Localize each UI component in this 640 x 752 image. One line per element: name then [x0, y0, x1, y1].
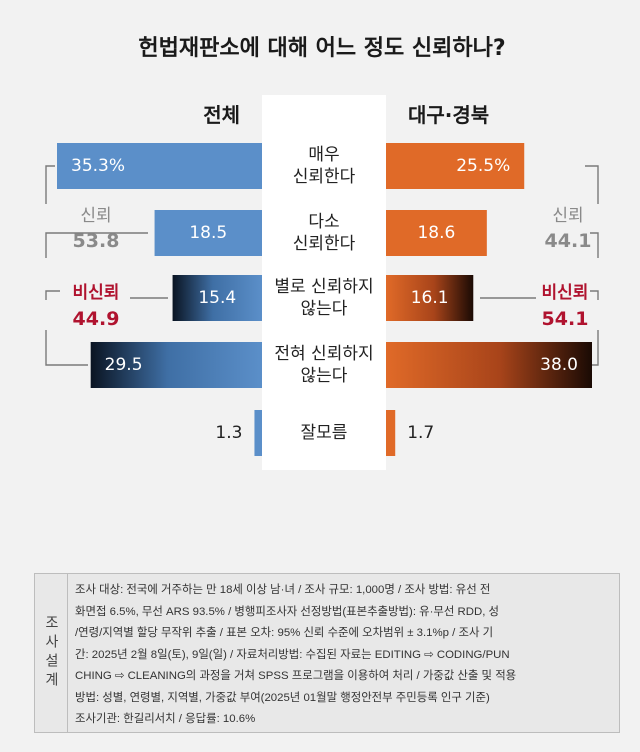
bar-left — [154, 210, 262, 256]
survey-design-label-text: 조사설계 — [43, 615, 59, 691]
bar-right — [386, 410, 396, 456]
trust-chart: 헌법재판소에 대해 어느 정도 신뢰하나? 전체 대구·경북 35.3% 18.5 15… — [45, 36, 599, 470]
bar-left — [90, 342, 263, 388]
bracket-left-trust-top — [45, 165, 55, 204]
value-label-right: 16.1 — [411, 288, 449, 308]
bar-right — [386, 143, 525, 189]
bar-left — [172, 275, 262, 321]
center-panel — [262, 95, 386, 470]
category-label: 별로 신뢰하지 — [274, 277, 373, 297]
category-label: 않는다 — [301, 366, 348, 386]
bar-right — [386, 210, 487, 256]
value-label-right: 25.5% — [456, 156, 510, 176]
value-label-left: 15.4 — [198, 288, 236, 308]
category-label: 매우 — [308, 145, 339, 165]
group-left-trust-name: 신뢰 — [80, 206, 111, 226]
value-label-right: 18.6 — [417, 223, 455, 243]
series-header-left: 전체 — [203, 103, 240, 127]
group-right-distrust-name: 비신뢰 — [542, 283, 589, 303]
value-label-left: 29.5 — [105, 355, 143, 375]
bracket-right-distrust-top — [590, 290, 599, 300]
survey-line: 방법: 성별, 연령별, 지역별, 가중값 부여(2025년 01월말 행정안전… — [75, 691, 490, 704]
bracket-right-trust-top — [585, 165, 599, 204]
group-right-trust-name: 신뢰 — [552, 206, 583, 226]
group-left-distrust-name: 비신뢰 — [73, 283, 120, 303]
survey-line: 화면접 6.5%, 무선 ARS 93.5% / 병행피조사자 선정방법(표본추… — [75, 605, 500, 618]
value-label-left: 1.3 — [215, 423, 242, 443]
bracket-left-distrust-bottom — [45, 330, 88, 366]
bracket-right-trust-bottom — [590, 232, 599, 258]
category-label: 전혀 신뢰하지 — [274, 344, 373, 364]
value-label-left: 35.3% — [71, 156, 125, 176]
bar-right — [386, 275, 474, 321]
value-label-left: 18.5 — [189, 223, 227, 243]
category-label: 신뢰한다 — [293, 167, 356, 187]
bracket-left-trust-bottom — [45, 232, 148, 258]
group-left-distrust-total: 44.9 — [73, 308, 120, 330]
survey-line: 간: 2025년 2월 8일(토), 9일(일) / 자료처리방법: 수집된 자… — [75, 648, 510, 661]
survey-design-box: 조사설계 조사 대상: 전국에 거주하는 만 18세 이상 남·녀 / 조사 규… — [34, 573, 620, 733]
value-label-right: 1.7 — [407, 423, 434, 443]
bar-left — [254, 410, 262, 456]
chart-svg: 헌법재판소에 대해 어느 정도 신뢰하나? 전체 대구·경북 35.3% 18.5 15… — [45, 36, 599, 470]
bar-right — [386, 342, 592, 388]
group-left-trust-total: 53.8 — [73, 230, 120, 252]
category-label: 다소 — [308, 212, 339, 232]
category-label: 잘모름 — [301, 423, 348, 443]
bracket-right-distrust-bottom — [592, 330, 599, 366]
survey-design-text: 조사 대상: 전국에 거주하는 만 18세 이상 남·녀 / 조사 규모: 1,… — [75, 580, 611, 731]
bar-left — [57, 143, 262, 189]
survey-line: /연령/지역별 할당 무작위 추출 / 표본 오차: 95% 신뢰 수준에 오차… — [75, 627, 494, 639]
group-right-distrust-total: 54.1 — [542, 308, 589, 330]
survey-line: CHING ⇨ CLEANING의 과정을 거쳐 SPSS 프로그램을 이용하여… — [75, 670, 517, 682]
bracket-left-distrust-top — [45, 290, 60, 300]
survey-design-label: 조사설계 — [35, 574, 68, 732]
category-label: 않는다 — [301, 299, 348, 319]
group-right-trust-total: 44.1 — [545, 230, 592, 252]
survey-line: 조사 대상: 전국에 거주하는 만 18세 이상 남·녀 / 조사 규모: 1,… — [75, 584, 491, 596]
survey-line: 조사기관: 한길리서치 / 응답률: 10.6% — [75, 713, 256, 725]
value-label-right: 38.0 — [540, 355, 578, 375]
series-header-right: 대구·경북 — [408, 103, 489, 127]
chart-title: 헌법재판소에 대해 어느 정도 신뢰하나? — [138, 36, 505, 61]
category-label: 신뢰한다 — [293, 234, 356, 254]
